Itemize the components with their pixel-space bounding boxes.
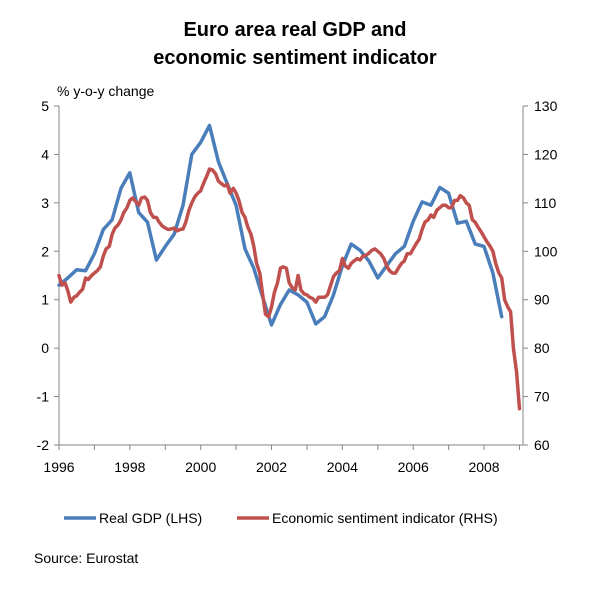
- right-y-tick-label: 70: [534, 389, 550, 405]
- right-y-tick-label: 80: [534, 340, 550, 356]
- legend-label-real-gdp: Real GDP (LHS): [99, 510, 202, 526]
- chart-axes: 5 4 3 2 1 0 -1 -2 130 120 110 100 90 80 70 60 1996 1998 20…: [37, 98, 558, 475]
- x-tick-label: 1996: [43, 459, 74, 475]
- left-y-tick-label: -2: [37, 437, 50, 453]
- x-tick-label: 2002: [256, 459, 287, 475]
- x-tick-label: 2004: [327, 459, 358, 475]
- real-gdp-line: [57, 123, 504, 327]
- left-y-tick-label: 2: [41, 243, 49, 259]
- left-axis-label: % y-o-y change: [57, 83, 154, 99]
- right-y-tick-label: 120: [534, 146, 558, 162]
- x-tick-label: 2008: [468, 459, 499, 475]
- x-tick-label: 2006: [398, 459, 429, 475]
- left-y-tick-label: 0: [41, 340, 49, 356]
- left-y-tick-label: 3: [41, 195, 49, 211]
- right-y-tick-label: 60: [534, 437, 550, 453]
- right-y-tick-label: 100: [534, 243, 558, 259]
- source-note: Source: Eurostat: [34, 550, 139, 566]
- sentiment-indicator-line: [57, 167, 522, 411]
- chart-legend: Real GDP (LHS) Economic sentiment indicat…: [64, 510, 498, 526]
- chart-series: [57, 123, 522, 411]
- x-tick-label: 2000: [185, 459, 216, 475]
- left-y-tick-label: -1: [37, 389, 50, 405]
- x-tick-label: 1998: [114, 459, 145, 475]
- chart-title-line-1: Euro area real GDP and: [183, 19, 407, 41]
- legend-label-sentiment: Economic sentiment indicator (RHS): [272, 510, 498, 526]
- left-y-tick-label: 4: [41, 146, 49, 162]
- left-y-tick-label: 5: [41, 98, 49, 114]
- chart-title: Euro area real GDP and economic sentimen…: [0, 16, 590, 72]
- right-y-tick-label: 130: [534, 98, 558, 114]
- right-y-tick-label: 110: [534, 195, 557, 211]
- right-y-tick-label: 90: [534, 292, 550, 308]
- left-y-tick-label: 1: [41, 292, 49, 308]
- chart-title-line-2: economic sentiment indicator: [153, 47, 437, 69]
